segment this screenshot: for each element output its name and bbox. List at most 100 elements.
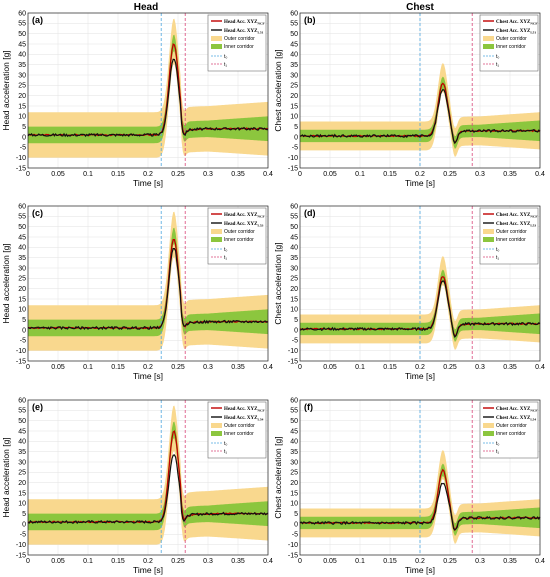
legend-label-t0: t₀ — [496, 441, 499, 447]
column-title-chest: Chest — [406, 2, 434, 13]
y-tick-label: 45 — [18, 428, 26, 435]
x-tick-label: 0.25 — [443, 171, 457, 178]
legend-box — [207, 401, 267, 459]
axes-box — [27, 205, 269, 362]
x-axis-label: Time [s] — [405, 371, 435, 381]
axes-box — [299, 205, 541, 362]
x-tick-label: 0.2 — [143, 364, 153, 371]
y-tick-label: 35 — [18, 255, 26, 262]
x-axis-label: Time [s] — [405, 178, 435, 188]
y-tick-label: 50 — [290, 31, 298, 38]
y-tick-label: 20 — [290, 93, 298, 100]
legend-label-inner: Inner corridor — [496, 431, 526, 437]
legend-label-t1: t₁ — [496, 255, 499, 261]
y-tick-label: 30 — [18, 265, 26, 272]
x-tick-label: 0.3 — [203, 364, 213, 371]
y-tick-label: 20 — [290, 480, 298, 487]
panel-label: (d) — [304, 208, 316, 218]
y-tick-label: 60 — [18, 203, 26, 210]
y-axis-label: Chest acceleration [g] — [273, 242, 283, 324]
x-tick-label: 0.15 — [111, 558, 125, 565]
legend-label-outer: Outer corridor — [496, 229, 527, 235]
y-tick-label: 60 — [290, 203, 298, 210]
x-tick-label: 0.4 — [263, 558, 273, 565]
x-tick-label: 0.25 — [171, 364, 185, 371]
y-tick-label: 35 — [18, 449, 26, 456]
y-tick-label: 25 — [290, 83, 298, 90]
x-tick-label: 0 — [26, 558, 30, 565]
y-tick-label: 40 — [290, 245, 298, 252]
legend-swatch-inner — [211, 44, 222, 49]
x-axis-label: Time [s] — [133, 565, 163, 575]
y-tick-label: 60 — [18, 397, 26, 404]
y-tick-label: 25 — [18, 276, 26, 283]
y-tick-label: -10 — [16, 542, 26, 549]
axes-box — [27, 399, 269, 556]
y-tick-label: -10 — [288, 542, 298, 549]
legend-label-test: Chest Acc. XYZL54 — [496, 416, 536, 422]
y-tick-label: 45 — [290, 41, 298, 48]
legend-swatch-inner — [211, 431, 222, 436]
y-tick-label: 15 — [18, 296, 26, 303]
y-tick-label: -10 — [16, 348, 26, 355]
y-tick-label: 60 — [290, 10, 298, 17]
y-tick-label: 20 — [18, 286, 26, 293]
x-tick-label: 0.2 — [143, 171, 153, 178]
x-axis-label: Time [s] — [133, 371, 163, 381]
inner-corridor-band — [28, 421, 268, 531]
y-tick-label: 20 — [18, 480, 26, 487]
x-tick-label: 0.4 — [535, 364, 545, 371]
legend-swatch-outer — [211, 423, 222, 428]
legend-label-test: Chest Acc. XYZL51 — [496, 29, 536, 35]
x-axis-label: Time [s] — [133, 178, 163, 188]
y-tick-label: 0 — [22, 134, 26, 141]
legend-swatch-inner — [483, 237, 494, 242]
legend-swatch-outer — [483, 229, 494, 234]
y-tick-label: -5 — [20, 338, 26, 345]
legend-label-inner: Inner corridor — [224, 431, 254, 437]
panel-label: (c) — [32, 208, 43, 218]
panel-e: 0 0.05 0.1 0.15 0.2 0.25 0.3 0.35 0.4 -15 -10 -5 0 5 1… — [1, 397, 273, 575]
y-axis-label: Head acceleration [g] — [1, 437, 11, 517]
y-tick-label: 45 — [18, 41, 26, 48]
y-tick-label: 50 — [290, 418, 298, 425]
x-tick-label: 0 — [26, 171, 30, 178]
legend-label-outer: Outer corridor — [224, 423, 255, 429]
y-tick-label: -5 — [292, 145, 298, 152]
legend-label-t1: t₁ — [224, 62, 227, 68]
x-tick-label: 0.15 — [111, 171, 125, 178]
y-tick-label: 10 — [18, 307, 26, 314]
legend-label-outer: Outer corridor — [224, 229, 255, 235]
y-tick-label: 5 — [294, 317, 298, 324]
panel-a: 0 0.05 0.1 0.15 0.2 0.25 0.3 0.35 0.4 -15 -10 -5 0 5 1… — [1, 10, 273, 188]
legend-label-t0: t₀ — [224, 441, 227, 447]
y-tick-label: 25 — [18, 470, 26, 477]
inner-corridor-band — [28, 227, 268, 337]
y-tick-label: -15 — [288, 358, 298, 365]
x-tick-label: 0.3 — [203, 558, 213, 565]
axes-box — [299, 12, 541, 169]
y-tick-label: 0 — [22, 327, 26, 334]
legend-label-t0: t₀ — [496, 54, 499, 60]
series-line-test — [299, 89, 541, 144]
x-tick-label: 0.15 — [383, 558, 397, 565]
x-tick-label: 0.3 — [475, 558, 485, 565]
y-axis-label: Chest acceleration [g] — [273, 49, 283, 131]
y-axis-label: Chest acceleration [g] — [273, 436, 283, 518]
legend-swatch-outer — [483, 423, 494, 428]
y-tick-label: 55 — [290, 21, 298, 28]
y-tick-label: 30 — [290, 72, 298, 79]
y-tick-label: 35 — [290, 449, 298, 456]
legend-swatch-outer — [483, 36, 494, 41]
y-tick-label: 10 — [290, 501, 298, 508]
panel-label: (b) — [304, 15, 316, 25]
y-tick-label: 55 — [18, 214, 26, 221]
y-tick-label: 5 — [22, 317, 26, 324]
x-tick-label: 0.35 — [503, 364, 517, 371]
legend-label-ncf: Head Acc. XYZNCF — [224, 407, 265, 413]
x-tick-label: 0.4 — [263, 364, 273, 371]
y-tick-label: 25 — [290, 276, 298, 283]
legend-label-ncf: Head Acc. XYZNCF — [224, 20, 265, 26]
